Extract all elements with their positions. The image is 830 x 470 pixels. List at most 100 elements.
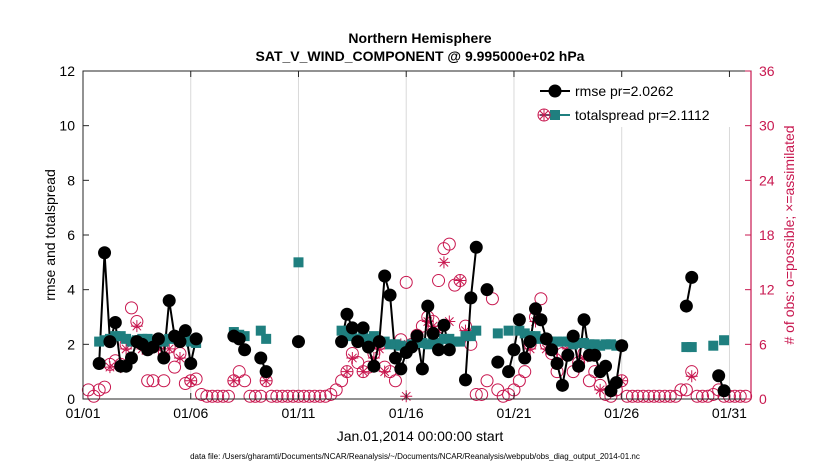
obs-possible-point — [329, 383, 343, 397]
rmse-point — [561, 348, 575, 362]
y2-tick-label: 18 — [759, 227, 775, 243]
rmse-point — [238, 343, 252, 357]
chart-subtitle: SAT_V_WIND_COMPONENT @ 9.995000e+02 hPa — [256, 48, 585, 64]
rmse-point — [291, 335, 305, 349]
rmse-point — [340, 307, 354, 321]
obs-possible-point — [518, 365, 532, 379]
rmse-point — [464, 291, 478, 305]
obs-possible-point — [275, 389, 289, 403]
rmse-point — [539, 332, 553, 346]
legend-marker-obs-assimilated — [538, 109, 550, 121]
obs-possible-point — [674, 383, 688, 397]
spread-point — [142, 333, 153, 344]
spread-point — [395, 340, 406, 351]
rmse-point — [615, 339, 629, 353]
spread-point — [681, 342, 692, 353]
obs-assimilated-point — [459, 324, 472, 337]
obs-possible-point — [496, 389, 510, 403]
rmse-point — [362, 340, 376, 354]
x-tick-label: 01/11 — [281, 405, 315, 421]
rmse-point — [421, 299, 435, 313]
obs-possible-point — [620, 389, 634, 403]
obs-possible-point — [157, 374, 171, 388]
rmse-point — [518, 351, 532, 365]
rmse-point — [717, 384, 731, 398]
obs-possible-point — [480, 374, 494, 388]
rmse-point — [394, 362, 408, 376]
spread-point — [363, 333, 374, 344]
rmse-point — [577, 313, 591, 327]
obs-possible-point — [265, 389, 279, 403]
rmse-point — [367, 359, 381, 373]
spread-point — [444, 333, 455, 344]
obs-possible-point — [313, 389, 327, 403]
obs-assimilated-point — [120, 342, 133, 355]
obs-possible-point — [739, 389, 753, 403]
rmse-point — [254, 351, 268, 365]
spread-point — [514, 325, 525, 336]
legend-label-rmse: rmse pr=2.0262 — [575, 83, 674, 99]
obs-assimilated-point — [227, 374, 240, 387]
obs-possible-point — [663, 389, 677, 403]
rmse-point — [512, 313, 526, 327]
rmse-point — [173, 335, 187, 349]
obs-possible-point — [690, 389, 704, 403]
obs-possible-point — [221, 389, 235, 403]
obs-possible-point — [270, 389, 284, 403]
rmse-point — [529, 302, 543, 316]
obs-assimilated-point — [378, 365, 391, 378]
obs-possible-point — [631, 389, 645, 403]
x-tick-label: 01/01 — [65, 405, 100, 421]
obs-possible-point — [642, 389, 656, 403]
y-tick-label: 8 — [67, 172, 75, 188]
obs-possible-point — [189, 372, 203, 386]
obs-possible-point — [399, 275, 413, 289]
rmse-point — [189, 332, 203, 346]
x-axis-label: Jan.01,2014 00:00:00 start — [337, 428, 504, 444]
spread-point — [465, 331, 476, 342]
x-tick-label: 01/26 — [604, 405, 639, 421]
spread-point — [94, 336, 105, 347]
spread-point — [455, 336, 466, 347]
axes-layer: 01/01 01/06 01/11 01/16 01/21 01/26 01/3102468… — [59, 63, 774, 421]
spread-point — [589, 339, 600, 350]
rmse-point — [502, 365, 516, 379]
rmse-point — [679, 299, 693, 313]
obs-possible-point — [696, 389, 710, 403]
obs-assimilated-point — [373, 342, 386, 355]
rmse-point — [685, 270, 699, 284]
rmse-point — [388, 351, 402, 365]
spread-point — [110, 331, 121, 342]
rmse-point — [383, 288, 397, 302]
rmse-point — [345, 321, 359, 335]
y-tick-label: 10 — [59, 118, 75, 134]
rmse-point — [442, 343, 456, 357]
obs-possible-point — [582, 374, 596, 388]
rmse-point — [103, 335, 117, 349]
obs-possible-point — [291, 389, 305, 403]
obs-possible-point — [512, 374, 526, 388]
obs-possible-point — [728, 389, 742, 403]
chart-title: Northern Hemisphere — [348, 30, 491, 46]
legend-marker-spread — [550, 110, 560, 120]
spread-point — [417, 337, 428, 348]
obs-possible-point — [442, 237, 456, 251]
spread-point — [503, 325, 514, 336]
spread-point — [708, 340, 719, 351]
rmse-point — [566, 329, 580, 343]
rmse-point — [98, 246, 112, 260]
spread-point — [460, 331, 471, 342]
obs-possible-point — [679, 383, 693, 397]
x-tick-label: 01/21 — [496, 405, 531, 421]
rmse-point — [426, 326, 440, 340]
rmse-point — [523, 335, 537, 349]
obs-assimilated-point — [594, 383, 607, 396]
spread-point — [438, 333, 449, 344]
obs-possible-point — [281, 389, 295, 403]
y2-tick-label: 6 — [759, 336, 767, 352]
spread-point — [255, 325, 266, 336]
rmse-point — [491, 355, 505, 369]
y2-tick-label: 36 — [759, 63, 775, 79]
obs-assimilated-point — [367, 352, 380, 364]
obs-possible-point — [534, 292, 548, 306]
